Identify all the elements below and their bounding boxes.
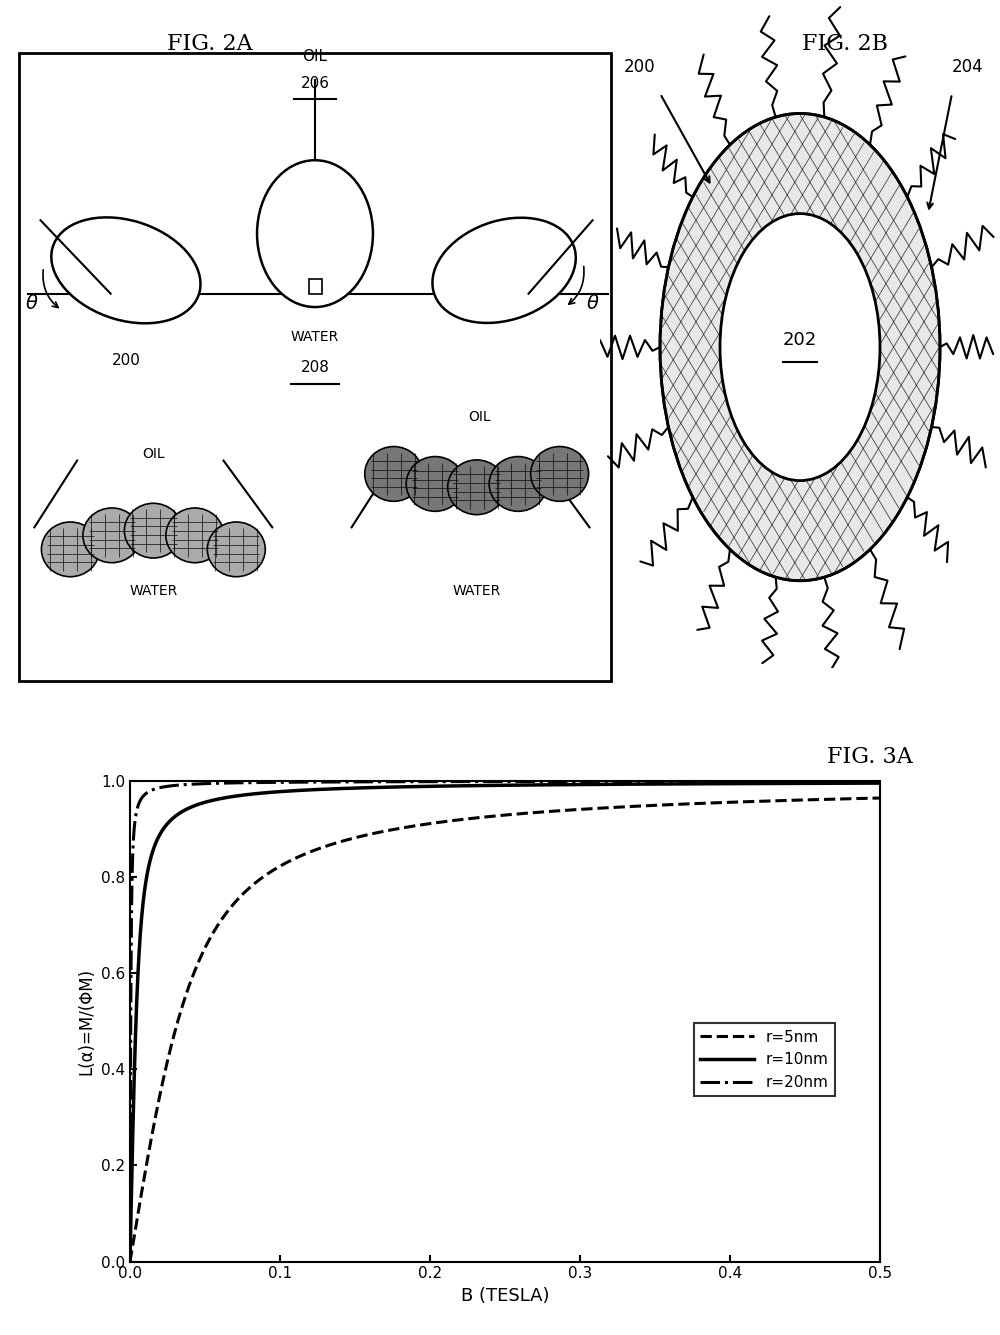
Text: WATER: WATER <box>129 583 177 598</box>
Text: WATER: WATER <box>291 330 339 344</box>
r=5nm <box>874 790 886 806</box>
r=5nm <box>273 858 285 874</box>
r=10nm <box>840 776 852 792</box>
Circle shape <box>660 113 940 581</box>
r=20nm <box>874 773 886 789</box>
r=5nm <box>124 1254 136 1270</box>
Text: $\theta$: $\theta$ <box>25 294 38 314</box>
Ellipse shape <box>207 522 265 577</box>
Ellipse shape <box>406 457 464 511</box>
r=10nm <box>422 778 434 794</box>
Text: 206: 206 <box>300 76 330 91</box>
r=10nm <box>484 777 496 793</box>
r=5nm <box>840 790 852 806</box>
Line: r=5nm: r=5nm <box>130 798 880 1262</box>
Ellipse shape <box>83 509 141 563</box>
r=20nm <box>840 773 852 789</box>
X-axis label: B (TESLA): B (TESLA) <box>461 1287 549 1306</box>
Ellipse shape <box>489 457 547 511</box>
r=20nm <box>579 773 591 789</box>
Text: $\theta$: $\theta$ <box>586 294 599 314</box>
Line: r=20nm: r=20nm <box>130 781 880 1262</box>
Legend: r=5nm, r=10nm, r=20nm: r=5nm, r=10nm, r=20nm <box>694 1024 835 1096</box>
r=20nm <box>422 774 434 790</box>
r=20nm <box>124 1254 136 1270</box>
r=5nm <box>579 801 591 817</box>
Ellipse shape <box>166 509 224 563</box>
Ellipse shape <box>51 218 200 323</box>
Text: 202: 202 <box>783 331 817 350</box>
r=5nm <box>373 824 385 840</box>
Text: FIG. 2A: FIG. 2A <box>167 33 253 55</box>
Text: OIL: OIL <box>468 410 491 425</box>
r=5nm <box>484 809 496 825</box>
Line: r=10nm: r=10nm <box>130 784 880 1262</box>
Ellipse shape <box>124 503 182 558</box>
r=10nm <box>124 1254 136 1270</box>
Ellipse shape <box>432 218 576 323</box>
Bar <box>309 279 322 294</box>
Text: FIG. 3A: FIG. 3A <box>827 746 913 768</box>
r=20nm <box>484 773 496 789</box>
r=5nm <box>422 816 434 832</box>
Text: WATER: WATER <box>453 583 501 598</box>
Y-axis label: L(α)=M/(ΦM): L(α)=M/(ΦM) <box>77 968 95 1075</box>
r=20nm <box>273 774 285 790</box>
Text: 208: 208 <box>301 359 329 375</box>
Text: OIL: OIL <box>302 49 328 64</box>
r=10nm <box>273 784 285 800</box>
Text: FIG. 2B: FIG. 2B <box>802 33 888 55</box>
Ellipse shape <box>257 160 373 307</box>
r=20nm <box>373 774 385 790</box>
Text: OIL: OIL <box>142 447 165 461</box>
Ellipse shape <box>448 459 506 514</box>
Text: 200: 200 <box>624 57 656 76</box>
Text: 200: 200 <box>111 352 140 368</box>
Text: 204: 204 <box>952 57 984 76</box>
Circle shape <box>720 214 880 481</box>
Ellipse shape <box>531 446 589 501</box>
r=10nm <box>874 776 886 792</box>
Ellipse shape <box>365 446 423 501</box>
Ellipse shape <box>41 522 99 577</box>
r=10nm <box>579 777 591 793</box>
r=10nm <box>373 780 385 796</box>
